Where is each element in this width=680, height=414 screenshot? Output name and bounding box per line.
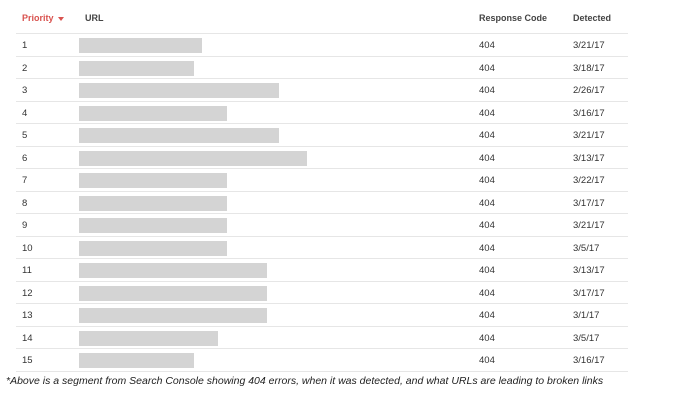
priority-cell: 7 <box>22 175 28 186</box>
response-code-cell: 404 <box>479 85 495 96</box>
priority-cell: 3 <box>22 85 28 96</box>
detected-date-cell: 3/16/17 <box>573 355 605 366</box>
priority-cell: 5 <box>22 130 28 141</box>
detected-date-cell: 3/21/17 <box>573 130 605 141</box>
redacted-url-link[interactable] <box>79 240 227 256</box>
redacted-url-link[interactable] <box>79 173 227 188</box>
response-code-cell: 404 <box>479 175 495 186</box>
table-row[interactable]: 6 404 3/13/17 <box>16 147 628 169</box>
redacted-url-link[interactable] <box>79 353 194 368</box>
redacted-url-link[interactable] <box>79 83 279 98</box>
response-code-cell: 404 <box>479 265 495 276</box>
url-column-header[interactable]: URL <box>85 13 104 23</box>
table-row[interactable]: 10 404 3/5/17 <box>16 237 628 259</box>
response-code-cell: 404 <box>479 40 495 51</box>
response-code-cell: 404 <box>479 242 495 254</box>
priority-cell: 15 <box>22 355 33 366</box>
detected-date-cell: 3/16/17 <box>573 107 605 119</box>
redacted-url-link[interactable] <box>79 60 194 76</box>
detected-date-cell: 2/26/17 <box>573 85 605 96</box>
priority-cell: 6 <box>22 152 28 164</box>
detected-date-cell: 3/21/17 <box>573 40 605 51</box>
response-code-cell: 404 <box>479 287 495 299</box>
detected-column-header[interactable]: Detected <box>573 13 612 23</box>
detected-date-cell: 3/17/17 <box>573 287 605 299</box>
redacted-url-link[interactable] <box>79 38 202 53</box>
response-code-cell: 404 <box>479 130 495 141</box>
detected-date-cell: 3/18/17 <box>573 62 605 74</box>
table-row[interactable]: 4 404 3/16/17 <box>16 102 628 124</box>
redacted-url-link[interactable] <box>79 195 227 211</box>
response-code-cell: 404 <box>479 107 495 119</box>
priority-cell: 8 <box>22 197 28 209</box>
detected-date-cell: 3/13/17 <box>573 265 605 276</box>
table-row[interactable]: 1 404 3/21/17 <box>16 34 628 57</box>
table-row[interactable]: 8 404 3/17/17 <box>16 192 628 214</box>
redacted-url-link[interactable] <box>79 263 267 278</box>
response-code-cell: 404 <box>479 152 495 164</box>
priority-cell: 2 <box>22 62 28 74</box>
redacted-url-link[interactable] <box>79 105 227 121</box>
table-row[interactable]: 14 404 3/5/17 <box>16 327 628 349</box>
response-code-column-header[interactable]: Response Code <box>479 13 548 23</box>
priority-column-header[interactable]: Priority <box>22 13 64 23</box>
detected-date-cell: 3/21/17 <box>573 220 605 231</box>
caret-down-icon <box>57 16 64 21</box>
priority-cell: 12 <box>22 287 33 299</box>
table-row[interactable]: 9 404 3/21/17 <box>16 214 628 237</box>
detected-date-cell: 3/13/17 <box>573 152 605 164</box>
table-body: 1 404 3/21/17 2 404 3/18/17 3 404 2/26/17 4 404 3/1… <box>16 34 628 372</box>
redacted-url-link[interactable] <box>79 150 307 166</box>
table-row[interactable]: 15 404 3/16/17 <box>16 349 628 372</box>
table-header-row: Priority URL Response Code Detected <box>16 0 628 34</box>
priority-cell: 14 <box>22 332 33 344</box>
redacted-url-link[interactable] <box>79 128 279 143</box>
response-code-cell: 404 <box>479 197 495 209</box>
priority-cell: 10 <box>22 242 33 254</box>
crawl-errors-table: Priority URL Response Code Detected 1 404… <box>16 0 628 372</box>
priority-cell: 4 <box>22 107 28 119</box>
response-code-cell: 404 <box>479 220 495 231</box>
table-row[interactable]: 7 404 3/22/17 <box>16 169 628 192</box>
redacted-url-link[interactable] <box>79 218 227 233</box>
detected-date-cell: 3/17/17 <box>573 197 605 209</box>
detected-date-cell: 3/22/17 <box>573 175 605 186</box>
priority-cell: 11 <box>22 265 32 276</box>
table-row[interactable]: 5 404 3/21/17 <box>16 124 628 147</box>
table-row[interactable]: 3 404 2/26/17 <box>16 79 628 102</box>
response-code-cell: 404 <box>479 310 495 321</box>
table-row[interactable]: 13 404 3/1/17 <box>16 304 628 327</box>
response-code-cell: 404 <box>479 355 495 366</box>
detected-date-cell: 3/5/17 <box>573 332 600 344</box>
table-row[interactable]: 12 404 3/17/17 <box>16 282 628 304</box>
caption: *Above is a segment from Search Console … <box>6 375 604 387</box>
table-row[interactable]: 2 404 3/18/17 <box>16 57 628 79</box>
redacted-url-link[interactable] <box>79 330 218 346</box>
response-code-cell: 404 <box>479 62 495 74</box>
priority-cell: 13 <box>22 310 33 321</box>
priority-cell: 9 <box>22 220 28 231</box>
table-row[interactable]: 11 404 3/13/17 <box>16 259 628 282</box>
priority-cell: 1 <box>22 40 28 51</box>
redacted-url-link[interactable] <box>79 308 267 323</box>
redacted-url-link[interactable] <box>79 285 267 301</box>
detected-date-cell: 3/5/17 <box>573 242 600 254</box>
detected-date-cell: 3/1/17 <box>573 310 600 321</box>
response-code-cell: 404 <box>479 332 495 344</box>
